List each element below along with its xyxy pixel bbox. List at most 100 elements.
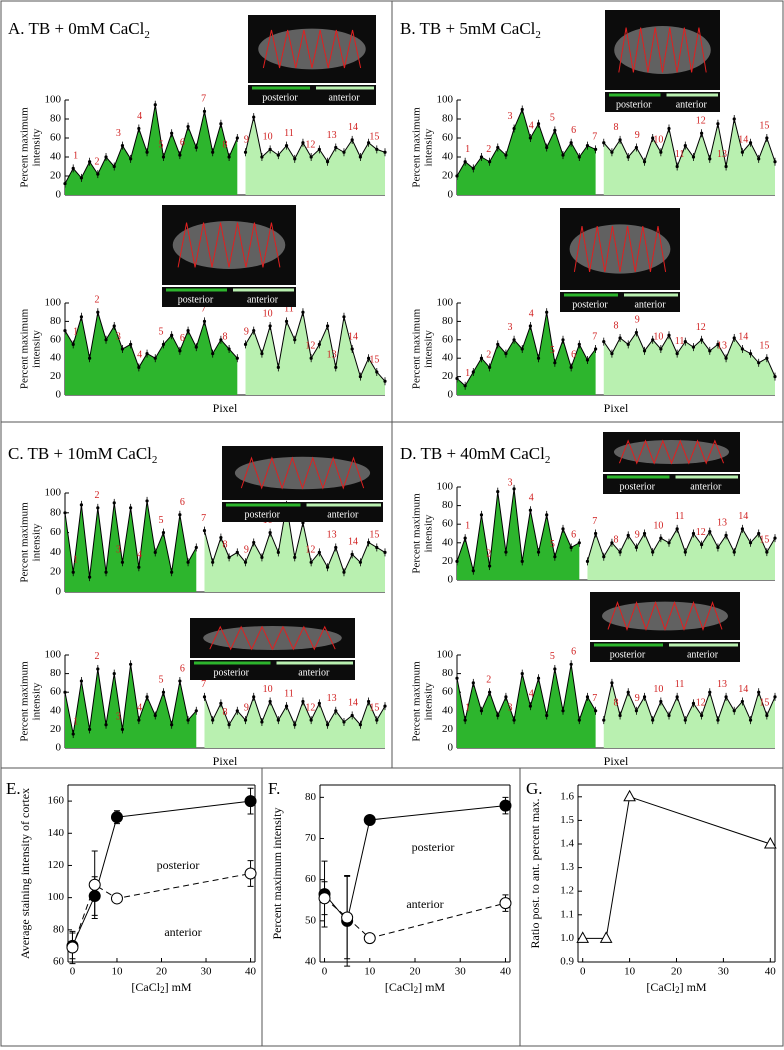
peak-label: 5	[159, 515, 164, 526]
data-point	[667, 333, 671, 337]
x-tick-label: 30	[201, 966, 213, 978]
data-point	[634, 145, 638, 150]
data-point	[194, 545, 198, 550]
data-point	[194, 345, 198, 349]
data-point	[219, 338, 223, 342]
data-point	[757, 531, 761, 536]
data-point	[366, 699, 371, 704]
data-point	[243, 718, 248, 722]
data-point	[358, 723, 362, 727]
peak-label: 14	[738, 511, 748, 522]
profile-area	[603, 682, 775, 748]
peak-label: 4	[137, 702, 142, 713]
profile-area	[65, 664, 197, 748]
peak-label: 13	[717, 149, 727, 160]
trace-zigzag	[573, 225, 667, 273]
peak-label: 6	[571, 350, 576, 361]
series-line	[324, 897, 506, 939]
data-point	[178, 349, 182, 353]
peak-label: 5	[159, 674, 164, 685]
data-point	[512, 718, 516, 722]
profile-area	[245, 312, 385, 395]
data-point	[317, 701, 321, 705]
data-point	[104, 723, 108, 727]
peak-label: 5	[550, 539, 555, 550]
data-point	[334, 365, 338, 369]
series-label: anterior	[406, 897, 443, 911]
y-tick-label: 0.9	[560, 956, 574, 968]
y-tick-label: 40	[442, 151, 454, 163]
data-point	[186, 718, 190, 722]
label-backdrop	[222, 502, 383, 522]
data-point	[594, 531, 598, 536]
title-text: F.	[268, 779, 280, 798]
x-axis-label: [CaCl2] mM	[385, 980, 446, 995]
data-point	[748, 541, 753, 545]
peak-label: 7	[592, 132, 597, 143]
profile-area	[204, 504, 385, 592]
data-point	[602, 141, 606, 145]
peak-label: 10	[653, 331, 663, 342]
y-axis-label: intensity	[423, 330, 435, 368]
peak-label: 1	[465, 368, 470, 379]
data-point	[553, 128, 557, 132]
data-point	[651, 136, 655, 140]
data-point	[732, 709, 736, 713]
data-point	[610, 352, 614, 356]
profile-line	[603, 331, 776, 377]
trace-zigzag	[618, 439, 725, 465]
data-point	[499, 799, 512, 812]
peak-label: 8	[614, 698, 619, 709]
profile-area	[65, 500, 197, 592]
peak-label: 4	[137, 350, 142, 361]
data-point	[334, 545, 338, 550]
peak-label: 15	[759, 120, 769, 131]
data-point	[301, 141, 305, 145]
data-point	[235, 709, 239, 713]
data-point	[243, 560, 248, 564]
peak-label: 8	[223, 139, 228, 150]
data-point	[350, 347, 354, 351]
data-point	[496, 490, 500, 494]
y-axis-label: intensity	[423, 682, 435, 720]
y-axis-label: Percent maximum	[411, 308, 423, 389]
peak-label: 13	[327, 693, 337, 704]
peak-label: 15	[759, 534, 769, 545]
y-tick-label: 40	[305, 956, 317, 968]
data-point	[748, 352, 753, 356]
peak-label: 9	[244, 702, 249, 713]
data-point	[479, 356, 484, 360]
region-label: anterior	[247, 294, 279, 305]
peak-label: 15	[759, 698, 769, 709]
region-label: posterior	[262, 92, 298, 103]
data-point	[545, 145, 549, 150]
data-point	[585, 144, 590, 148]
cell-body	[569, 224, 671, 274]
peak-label: 14	[348, 698, 358, 709]
data-point	[383, 150, 387, 154]
y-tick-label: 0	[56, 389, 62, 401]
data-point	[659, 347, 663, 351]
title-subscript: 2	[152, 454, 158, 466]
data-point	[227, 723, 231, 727]
data-point	[112, 324, 116, 328]
data-point	[626, 533, 630, 537]
data-point	[528, 136, 532, 140]
peak-label: 2	[486, 674, 491, 685]
data-point	[79, 176, 84, 180]
y-tick-label: 40	[442, 704, 454, 716]
data-point	[455, 676, 459, 680]
data-point	[561, 338, 565, 342]
data-point	[757, 361, 761, 365]
peak-label: 5	[550, 345, 555, 356]
data-point	[569, 141, 573, 145]
peak-label: 8	[223, 707, 228, 718]
data-point	[325, 565, 330, 569]
data-point	[96, 506, 100, 510]
data-point	[284, 319, 289, 323]
y-axis-label: Percent maximum	[411, 493, 423, 574]
data-point	[350, 138, 354, 142]
peak-label: 13	[717, 679, 727, 690]
profile-area	[245, 117, 385, 195]
data-point	[366, 141, 371, 145]
